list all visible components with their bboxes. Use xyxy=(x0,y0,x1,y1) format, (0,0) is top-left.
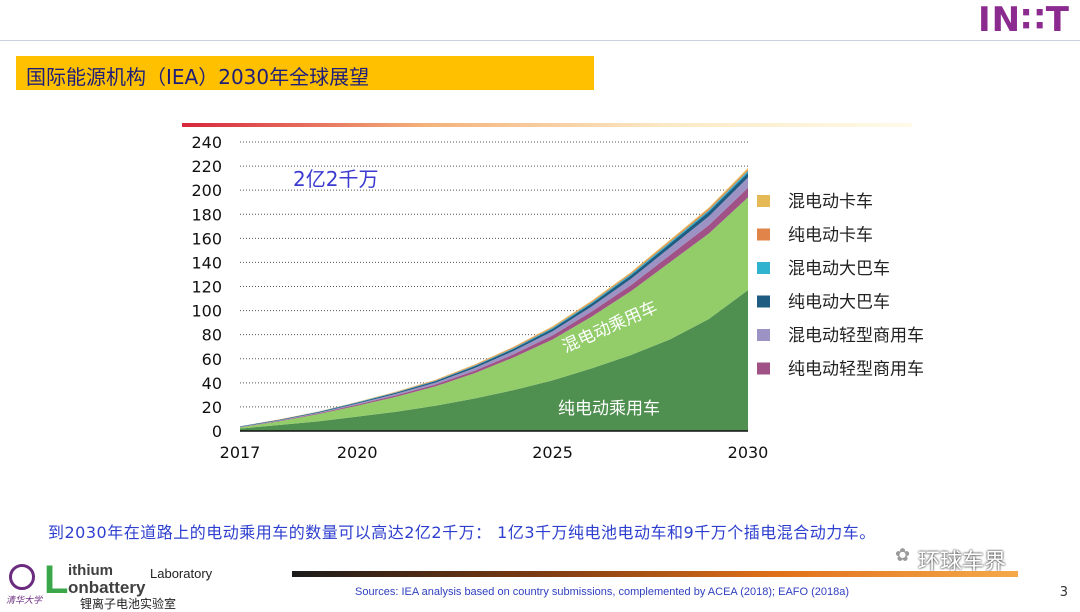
legend-label: 混电动轻型商用车 xyxy=(788,326,924,346)
stacked-area-chart: 0 20 40 60 80 100 120 140 160 180 200 220 240 2017 202… xyxy=(191,133,924,462)
area-label-bev-passenger: 纯电动乘用车 xyxy=(558,399,660,419)
watermark-text: 环球车界 xyxy=(918,550,1007,575)
legend-swatch xyxy=(757,362,770,375)
university-seal-icon xyxy=(9,564,35,590)
legend-swatch xyxy=(757,195,770,207)
y-tick-label: 40 xyxy=(202,374,222,393)
legend-label: 纯电动卡车 xyxy=(788,226,873,246)
legend-label: 纯电动轻型商用车 xyxy=(788,360,924,380)
y-tick-label: 80 xyxy=(202,326,222,345)
legend-label: 纯电动大巴车 xyxy=(788,293,890,313)
lab-logo-word-3: Laboratory xyxy=(150,566,213,581)
decorative-gradient-line xyxy=(182,123,912,127)
area-series xyxy=(240,290,748,431)
title-bar: 国际能源机构（IEA）2030年全球展望 xyxy=(16,56,594,90)
y-tick-label: 140 xyxy=(191,253,222,272)
legend-swatch xyxy=(757,228,770,241)
legend-label: 混电动大巴车 xyxy=(788,259,890,279)
y-tick-label: 220 xyxy=(191,157,222,176)
y-tick-label: 0 xyxy=(212,422,222,441)
total-annotation: 2亿2千万 xyxy=(293,167,378,191)
legend-label: 混电动卡车 xyxy=(788,192,873,212)
lab-logo-word-1: ithium xyxy=(68,562,113,579)
x-tick-label: 2025 xyxy=(532,443,573,462)
lab-logo-word-2: onbattery xyxy=(68,578,146,597)
y-tick-label: 200 xyxy=(191,181,222,200)
wechat-icon: ✿ xyxy=(895,545,911,566)
legend-swatch xyxy=(757,295,770,308)
y-tick-label: 240 xyxy=(191,133,222,152)
lab-logo-initial: L xyxy=(44,558,69,602)
company-logo: IN∷T xyxy=(978,0,1070,40)
legend-swatch xyxy=(757,329,770,341)
header-divider xyxy=(0,40,1080,41)
chart-caption: 到2030年在道路上的电动乘用车的数量可以高达2亿2千万： 1亿3千万纯电池电动… xyxy=(48,523,876,542)
y-tick-label: 120 xyxy=(191,278,222,297)
footer-gradient-line xyxy=(292,571,1018,577)
y-tick-label: 20 xyxy=(202,398,222,417)
x-tick-label: 2017 xyxy=(220,443,261,462)
x-tick-label: 2030 xyxy=(728,443,769,462)
university-name: 清华大学 xyxy=(6,596,43,606)
y-tick-label: 60 xyxy=(202,350,222,369)
legend-swatch xyxy=(757,262,770,274)
page-title: 国际能源机构（IEA）2030年全球展望 xyxy=(26,65,370,89)
y-tick-label: 100 xyxy=(191,302,222,321)
sources-note: Sources: IEA analysis based on country s… xyxy=(355,586,850,598)
y-tick-label: 180 xyxy=(191,205,222,224)
page-number: 3 xyxy=(1059,585,1068,600)
y-tick-label: 160 xyxy=(191,229,222,248)
lab-logo-chinese: 锂离子电池实验室 xyxy=(80,597,177,611)
x-tick-label: 2020 xyxy=(337,443,378,462)
area-series xyxy=(240,197,748,429)
